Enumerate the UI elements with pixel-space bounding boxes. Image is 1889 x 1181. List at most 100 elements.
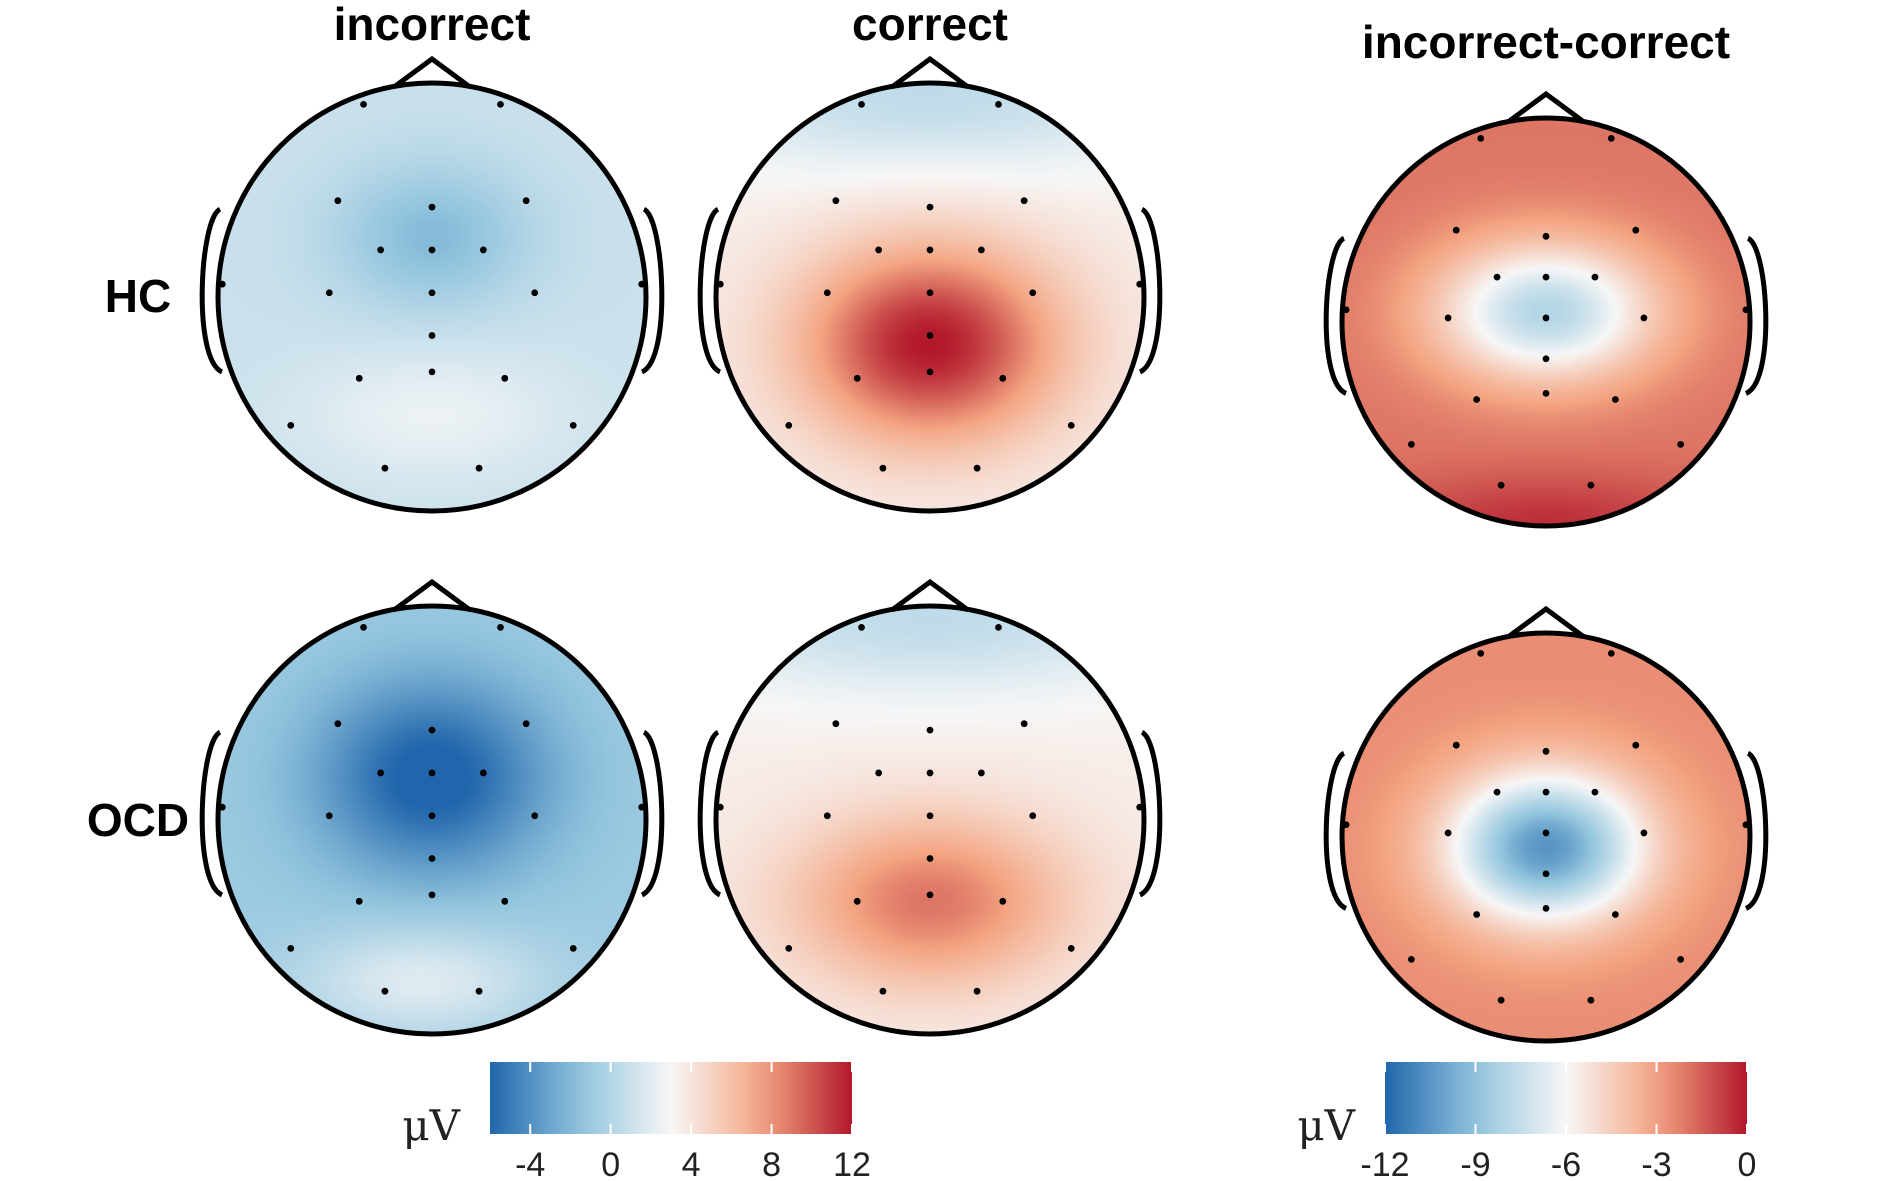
head-outline xyxy=(215,80,649,514)
head-outline xyxy=(713,603,1147,1037)
column-title-correct: correct xyxy=(852,0,1008,50)
electrode-dot xyxy=(531,812,539,820)
colorbar-tick-label: 12 xyxy=(833,1146,871,1181)
electrode-dot xyxy=(218,280,226,288)
electrode-dot xyxy=(1477,650,1485,657)
electrode-dot xyxy=(355,374,363,382)
electrode-dot xyxy=(479,246,487,254)
topomap-grid xyxy=(199,55,1769,1044)
electrode-dot xyxy=(1473,911,1481,918)
right-ear-outline xyxy=(1138,206,1163,375)
electrode-dot xyxy=(973,987,981,995)
electrode-dot xyxy=(858,624,865,631)
colorbar-tick-label: 0 xyxy=(601,1146,620,1181)
left-ear-outline xyxy=(697,729,722,898)
electrode-dot xyxy=(1607,135,1615,142)
electrode-dot xyxy=(1407,441,1415,448)
electrode-dot xyxy=(287,422,295,429)
electrode-dot xyxy=(1542,314,1550,322)
electrode-dot xyxy=(1587,996,1595,1004)
colorbar-unit-label: μV xyxy=(402,1101,460,1150)
topomap-hc-incorrect-correct xyxy=(1323,90,1769,529)
electrode-dot xyxy=(879,987,887,995)
electrode-dot xyxy=(1542,788,1550,796)
colorbar-tick-label: 8 xyxy=(762,1146,781,1181)
electrode-dot xyxy=(973,464,981,472)
electrode-dot xyxy=(1407,956,1415,963)
colorbar-tick-label: 0 xyxy=(1738,1146,1757,1181)
electrode-dot xyxy=(638,280,646,288)
topomap-ocd-incorrect xyxy=(199,578,665,1037)
electrode-dot xyxy=(1542,355,1550,363)
electrode-dot xyxy=(926,812,934,820)
column-title-incorrect: incorrect xyxy=(334,0,531,50)
electrode-dot xyxy=(1497,481,1505,489)
nose-outline xyxy=(890,55,970,90)
electrode-dot xyxy=(428,368,436,376)
electrode-dot xyxy=(428,203,436,211)
electrode-dot xyxy=(360,624,367,631)
electrode-dot xyxy=(1542,829,1550,837)
electrode-dot xyxy=(1640,314,1648,322)
electrode-dot xyxy=(1542,747,1550,755)
topomap-hc-incorrect xyxy=(199,55,665,514)
nose-outline xyxy=(392,55,472,90)
electrode-dot xyxy=(1587,481,1595,489)
left-ear-outline xyxy=(697,206,722,375)
left-ear-outline xyxy=(1323,236,1348,396)
colorbar-tick-label: -4 xyxy=(515,1146,545,1181)
colorbar-tick-label: -12 xyxy=(1360,1146,1409,1181)
potential-heatmap xyxy=(218,606,646,1034)
electrode-dot xyxy=(858,101,865,108)
electrode-dot xyxy=(1542,870,1550,878)
electrode-dot xyxy=(1342,821,1350,829)
electrode-dot xyxy=(497,624,504,631)
electrode-dot xyxy=(501,897,509,905)
electrode-dot xyxy=(479,769,487,777)
potential-heatmap xyxy=(1342,118,1750,526)
electrode-dot xyxy=(995,624,1002,631)
electrode-dot xyxy=(926,769,934,777)
column-title-incorrect-correct: incorrect-correct xyxy=(1362,16,1730,68)
electrode-dot xyxy=(218,803,226,811)
potential-heatmap xyxy=(716,606,1144,1034)
electrode-dot xyxy=(1136,803,1144,811)
electrode-dot xyxy=(377,246,385,254)
electrode-dot xyxy=(875,769,883,777)
row-label-hc: HC xyxy=(105,270,171,322)
electrode-dot xyxy=(334,720,342,728)
electrode-dot xyxy=(522,720,530,728)
head-outline xyxy=(713,80,1147,514)
electrode-dot xyxy=(325,812,333,820)
electrode-dot xyxy=(853,897,861,905)
electrode-dot xyxy=(325,289,333,297)
electrode-dot xyxy=(977,769,985,777)
electrode-dot xyxy=(1452,741,1460,749)
colorbar-gradient xyxy=(490,1062,852,1134)
head-outline xyxy=(215,603,649,1037)
electrode-dot xyxy=(995,101,1002,108)
nose-outline xyxy=(1506,90,1586,125)
colorbar-tick-label: -6 xyxy=(1551,1146,1581,1181)
left-ear-outline xyxy=(199,729,224,898)
potential-heatmap xyxy=(1342,633,1750,1041)
electrode-dot xyxy=(428,769,436,777)
potential-heatmap xyxy=(716,83,1144,511)
electrode-dot xyxy=(785,945,793,952)
head-outline xyxy=(1339,115,1753,529)
right-ear-outline xyxy=(1744,751,1769,911)
colorbar-tick-label: -3 xyxy=(1641,1146,1671,1181)
electrode-dot xyxy=(832,197,840,205)
electrode-dot xyxy=(1742,821,1750,829)
electrode-dot xyxy=(1342,306,1350,314)
electrode-dot xyxy=(1136,280,1144,288)
electrode-dot xyxy=(1677,956,1685,963)
electrode-dot xyxy=(428,726,436,734)
nose-outline xyxy=(1506,605,1586,640)
right-ear-outline xyxy=(640,206,665,375)
electrode-dot xyxy=(823,289,831,297)
electrode-dot xyxy=(853,374,861,382)
colorbar-tick-label: 4 xyxy=(682,1146,701,1181)
electrode-dot xyxy=(926,203,934,211)
nose-outline xyxy=(392,578,472,613)
